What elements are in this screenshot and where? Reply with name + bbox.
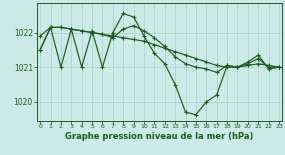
X-axis label: Graphe pression niveau de la mer (hPa): Graphe pression niveau de la mer (hPa): [66, 132, 254, 141]
